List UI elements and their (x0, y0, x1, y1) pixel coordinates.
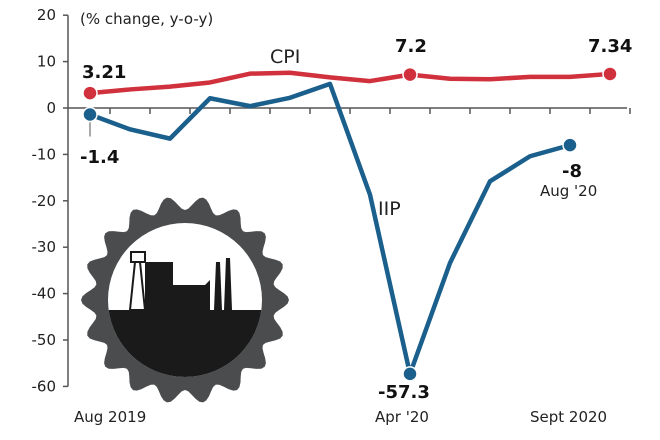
x-label-aug-20: Aug '20 (540, 182, 597, 200)
y-tick-label: 0 (46, 99, 56, 117)
y-tick-label: -10 (32, 145, 57, 163)
cpi-label-start: 3.21 (82, 62, 126, 83)
y-tick-label: -40 (32, 285, 57, 303)
series-line-cpi (89, 70, 611, 96)
data-point-iip (402, 366, 418, 382)
derrick-top (130, 251, 146, 263)
cpi-label-apr: 7.2 (395, 36, 427, 57)
cpi-label-end: 7.34 (588, 36, 632, 57)
axes: 20 10 0 -10 -20 -30 -40 -50 -60 (32, 6, 631, 395)
iip-label-apr: -57.3 (378, 382, 430, 403)
series-name-iip: IIP (378, 198, 401, 220)
y-tick-label: -30 (32, 238, 57, 256)
x-label-start: Aug 2019 (74, 408, 146, 426)
data-point-cpi (402, 66, 418, 83)
data-point-iip (562, 137, 578, 153)
series-name-cpi: CPI (270, 46, 300, 68)
y-tick-label: -50 (32, 331, 57, 349)
y-tick-label: -20 (32, 192, 57, 210)
chimney-1 (214, 262, 222, 310)
chimney-2 (224, 258, 232, 310)
building-tall (145, 262, 173, 312)
x-label-apr: Apr '20 (375, 408, 429, 426)
data-point-cpi (602, 66, 618, 82)
iip-label-start: -1.4 (80, 147, 119, 168)
data-point-iip (82, 106, 98, 123)
factory-gear-icon (81, 197, 289, 403)
series (82, 66, 618, 382)
y-tick-label: 10 (37, 53, 56, 71)
iip-label-aug: -8 (562, 161, 582, 182)
building-low (173, 280, 210, 310)
y-tick-label: -60 (32, 377, 57, 395)
data-point-cpi (82, 85, 98, 101)
y-tick-label: 20 (37, 6, 56, 24)
series-line-iip (89, 81, 571, 377)
y-axis-label: (% change, y-o-y) (80, 10, 213, 28)
x-label-end: Sept 2020 (530, 408, 607, 426)
